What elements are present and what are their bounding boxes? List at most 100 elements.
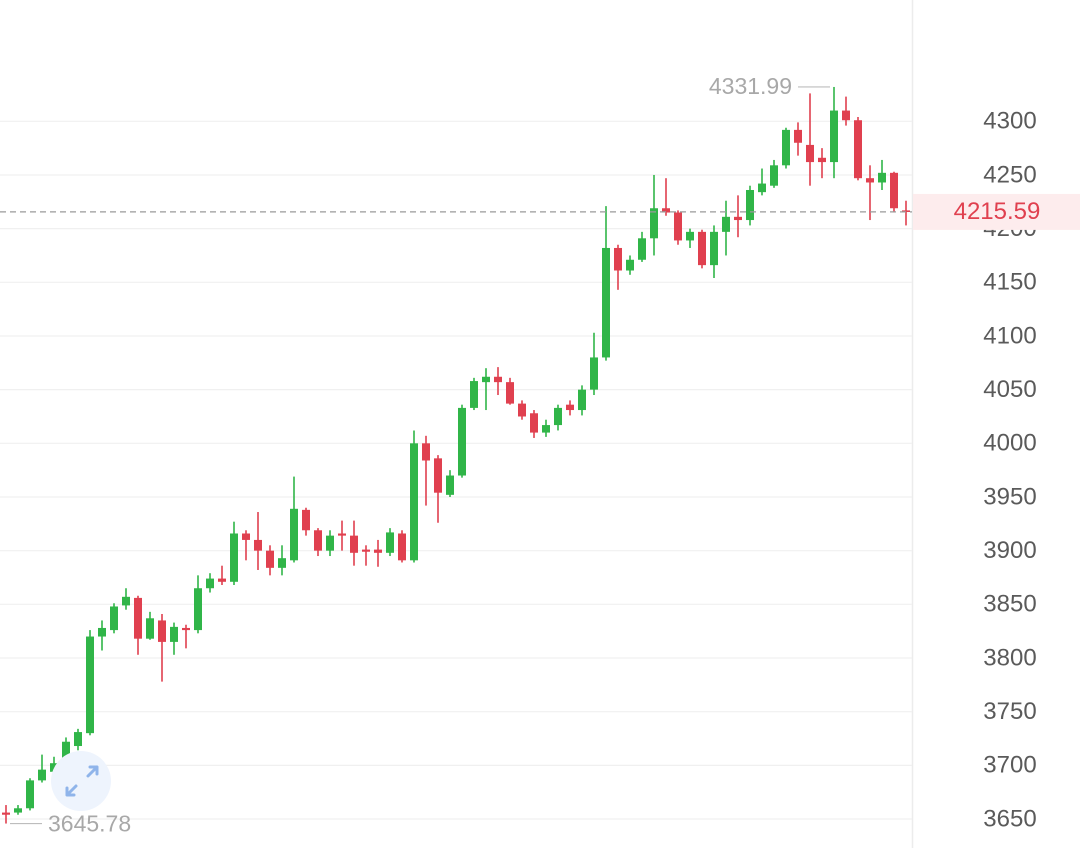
candle-body (62, 741, 70, 764)
candle-body (686, 231, 694, 241)
candle-body (278, 558, 286, 568)
candle-body (710, 231, 718, 266)
candle-body (902, 210, 910, 212)
candle-body (182, 627, 190, 631)
candle-body (650, 208, 658, 239)
candle-body (578, 389, 586, 411)
candle-body (350, 535, 358, 553)
candle-body (842, 110, 850, 121)
candle-body (614, 247, 622, 271)
candle-body (434, 458, 442, 493)
candle-body (302, 509, 310, 531)
candle-body (134, 597, 142, 639)
candle-body (254, 539, 262, 551)
candle-body (386, 532, 394, 553)
candle-body (830, 110, 838, 163)
candle-body (326, 535, 334, 551)
candle-body (602, 247, 610, 358)
candle-body (410, 443, 418, 561)
candle-body (470, 381, 478, 408)
y-tick-label: 4150 (983, 269, 1036, 296)
candle-body (638, 238, 646, 260)
y-tick-label: 3750 (983, 698, 1036, 725)
candle-body (494, 376, 502, 383)
candle-body (446, 475, 454, 495)
y-tick-label: 4000 (983, 430, 1036, 457)
candle-body (26, 780, 34, 809)
candle-body (218, 578, 226, 582)
candle-body (98, 627, 106, 637)
candle-body (722, 216, 730, 232)
candle-body (590, 357, 598, 390)
candle-body (794, 129, 802, 143)
candle-body (506, 382, 514, 404)
candle-body (806, 144, 814, 163)
candle-body (74, 732, 82, 747)
candle-body (554, 407, 562, 426)
candles (2, 86, 910, 824)
last-price-label: 4215.59 (954, 198, 1041, 225)
candle-body (338, 533, 346, 536)
candle-body (290, 508, 298, 561)
y-tick-label: 3700 (983, 752, 1036, 779)
candle-body (86, 636, 94, 734)
candle-body (890, 172, 898, 209)
candle-body (2, 812, 10, 815)
candle-body (206, 578, 214, 589)
candle-body (758, 183, 766, 193)
candle-body (818, 157, 826, 163)
candle-body (530, 413, 538, 433)
candle-body (170, 626, 178, 642)
candle-body (698, 231, 706, 266)
candle-body (38, 769, 46, 781)
candle-body (194, 588, 202, 631)
candle-body (146, 618, 154, 639)
y-tick-label: 4100 (983, 322, 1036, 349)
candle-body (878, 172, 886, 183)
candle-body (782, 129, 790, 166)
candle-body (518, 403, 526, 417)
y-tick-label: 3950 (983, 483, 1036, 510)
candle-body (362, 549, 370, 552)
candle-body (374, 549, 382, 553)
candle-body (122, 596, 130, 606)
candle-body (866, 178, 874, 183)
grid: 3650 3700 3750 3800 3850 3900 3950 4000 4050 4100… (0, 108, 1037, 832)
y-tick-label: 3650 (983, 805, 1036, 832)
candle-body (398, 533, 406, 561)
low-label: 3645.78 (48, 811, 131, 837)
candle-body (542, 425, 550, 433)
y-tick-label: 3800 (983, 644, 1036, 671)
expand-icon[interactable] (65, 765, 99, 797)
candle-body (50, 763, 58, 772)
y-tick-label: 3900 (983, 537, 1036, 564)
last-price-tag (913, 193, 1080, 230)
candle-body (770, 165, 778, 186)
expand-button[interactable] (51, 751, 111, 811)
candle-body (626, 259, 634, 271)
candle-body (110, 606, 118, 631)
candle-body (854, 120, 862, 179)
y-tick-label: 4300 (983, 108, 1036, 135)
candle-body (674, 212, 682, 241)
candle-body (746, 189, 754, 221)
candle-body (314, 530, 322, 551)
candle-body (14, 808, 22, 813)
candle-body (566, 404, 574, 411)
candle-body (230, 533, 238, 582)
candle-body (734, 216, 742, 221)
overlay: 4331.99 3645.78 4215.59 (0, 73, 1080, 837)
candle-body (458, 407, 466, 476)
candle-body (422, 443, 430, 461)
high-label: 4331.99 (709, 73, 792, 99)
y-tick-label: 4250 (983, 161, 1036, 188)
y-tick-label: 3850 (983, 591, 1036, 618)
candle-body (482, 376, 490, 383)
expand-button-bg[interactable] (51, 751, 111, 811)
y-tick-label: 4050 (983, 376, 1036, 403)
candle-body (158, 620, 166, 642)
candle-body (242, 533, 250, 540)
